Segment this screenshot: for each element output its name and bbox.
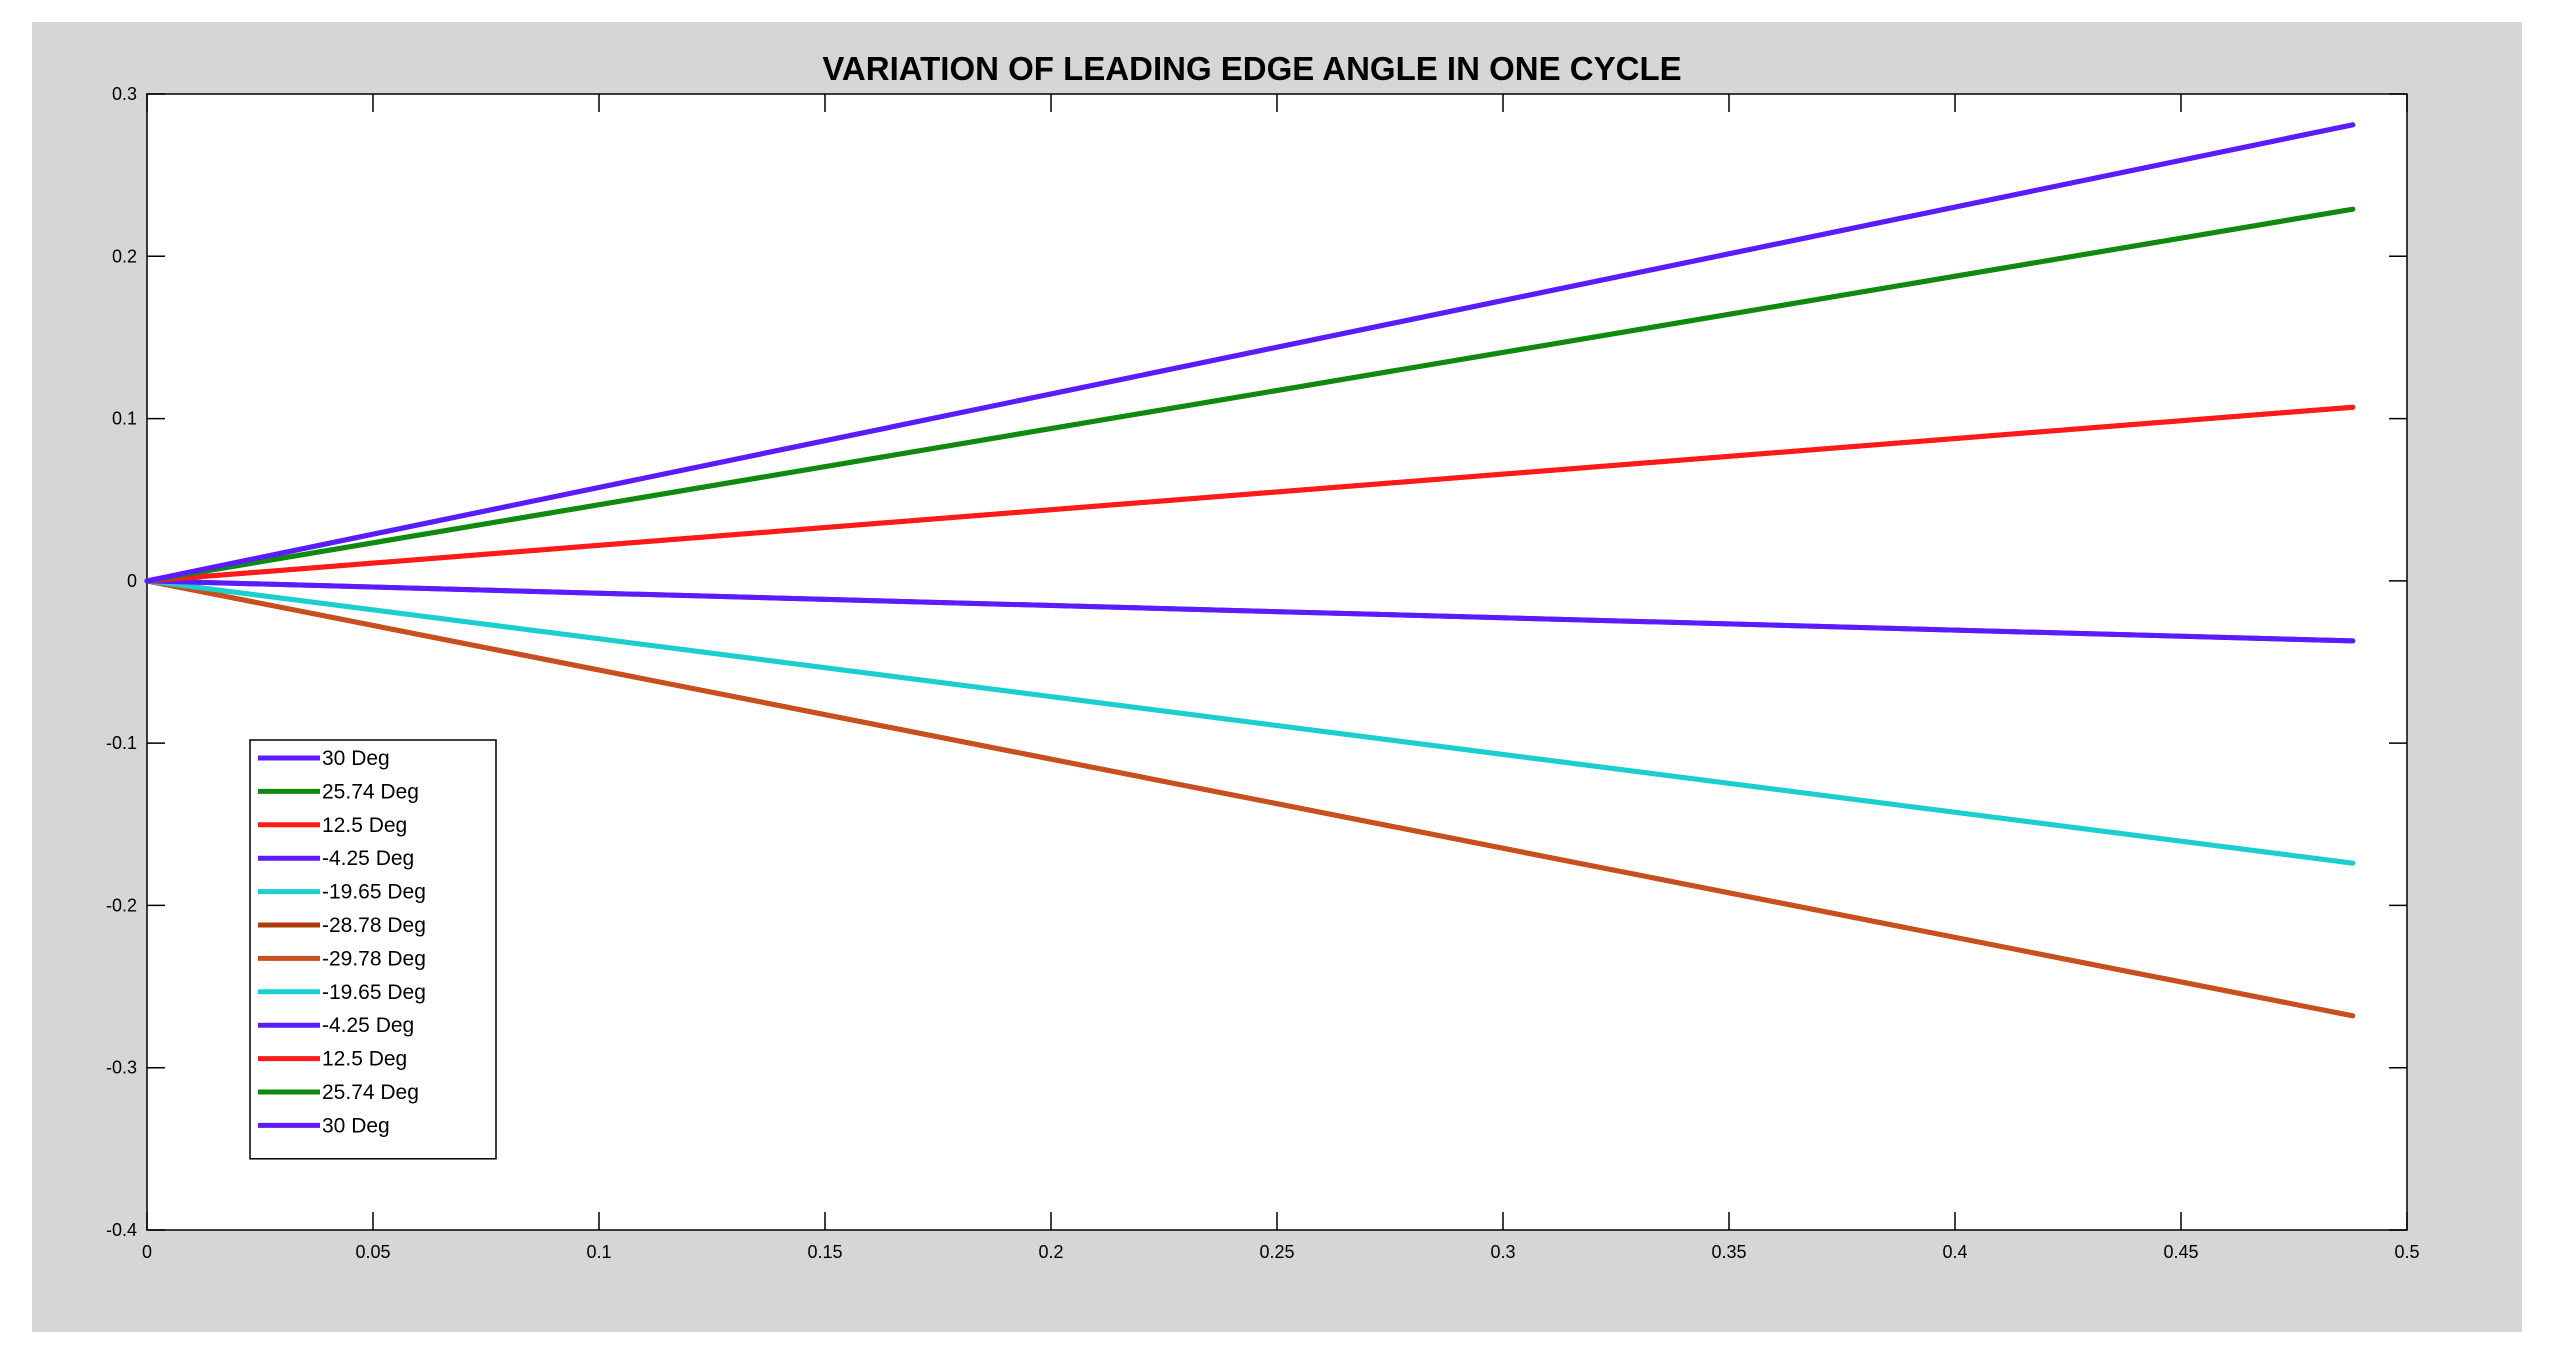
y-tick-label: 0.2 <box>112 246 137 266</box>
y-axis-ticks: 0.3 0.2 0.1 0 -0.1 -0.2 -0.3 -0.4 <box>106 84 2407 1240</box>
y-tick-label: 0.3 <box>112 84 137 104</box>
line-chart: VARIATION OF LEADING EDGE ANGLE IN ONE C… <box>106 50 2420 1262</box>
y-tick-label: -0.3 <box>106 1058 137 1078</box>
x-tick-label: 0.4 <box>1942 1242 1967 1262</box>
y-tick-label: -0.2 <box>106 895 137 915</box>
legend-label: 30 Deg <box>322 747 390 770</box>
legend-label: -4.25 Deg <box>322 847 414 870</box>
plot-area <box>146 93 2408 1231</box>
x-tick-label: 0.5 <box>2394 1242 2419 1262</box>
x-tick-label: 0.25 <box>1259 1242 1294 1262</box>
legend-label: -4.25 Deg <box>322 1014 414 1037</box>
x-tick-label: 0.45 <box>2163 1242 2198 1262</box>
x-tick-label: 0.2 <box>1038 1242 1063 1262</box>
legend-label: 25.74 Deg <box>322 1081 419 1104</box>
x-tick-label: 0.3 <box>1490 1242 1515 1262</box>
series-line-9 <box>144 404 2356 584</box>
y-tick-label: -0.4 <box>106 1220 137 1240</box>
x-tick-label: 0.35 <box>1711 1242 1746 1262</box>
x-tick-label: 0 <box>142 1242 152 1262</box>
x-tick-label: 0.05 <box>355 1242 390 1262</box>
figure-window: VARIATION OF LEADING EDGE ANGLE IN ONE C… <box>32 22 2522 1332</box>
series-line-7 <box>144 578 2356 866</box>
x-tick-label: 0.15 <box>807 1242 842 1262</box>
chart-title: VARIATION OF LEADING EDGE ANGLE IN ONE C… <box>822 50 1681 87</box>
legend-label: -28.78 Deg <box>322 914 426 937</box>
legend-label: -19.65 Deg <box>322 981 426 1004</box>
series-lines <box>144 122 2356 1019</box>
legend-box <box>249 739 497 1160</box>
x-axis-ticks: 0 0.05 0.1 0.15 0.2 0.25 0.3 0.35 0.4 0.45 0.5 <box>142 94 2420 1262</box>
legend-label: 30 Deg <box>322 1114 390 1137</box>
series-line-6 <box>144 578 2356 1019</box>
legend-label: 25.74 Deg <box>322 780 419 803</box>
legend-label: 12.5 Deg <box>322 1048 407 1071</box>
legend-label: 12.5 Deg <box>322 814 407 837</box>
y-tick-label: 0 <box>127 571 137 591</box>
y-tick-label: 0.1 <box>112 409 137 429</box>
series-line-11 <box>144 122 2356 584</box>
x-tick-label: 0.1 <box>586 1242 611 1262</box>
legend-label: -29.78 Deg <box>322 947 426 970</box>
legend-label: -19.65 Deg <box>322 881 426 904</box>
legend: 30 Deg 25.74 Deg 12.5 Deg -4.25 Deg -19.65 D… <box>249 739 497 1160</box>
series-line-8 <box>144 578 2356 644</box>
series-line-10 <box>144 206 2356 584</box>
y-tick-label: -0.1 <box>106 733 137 753</box>
